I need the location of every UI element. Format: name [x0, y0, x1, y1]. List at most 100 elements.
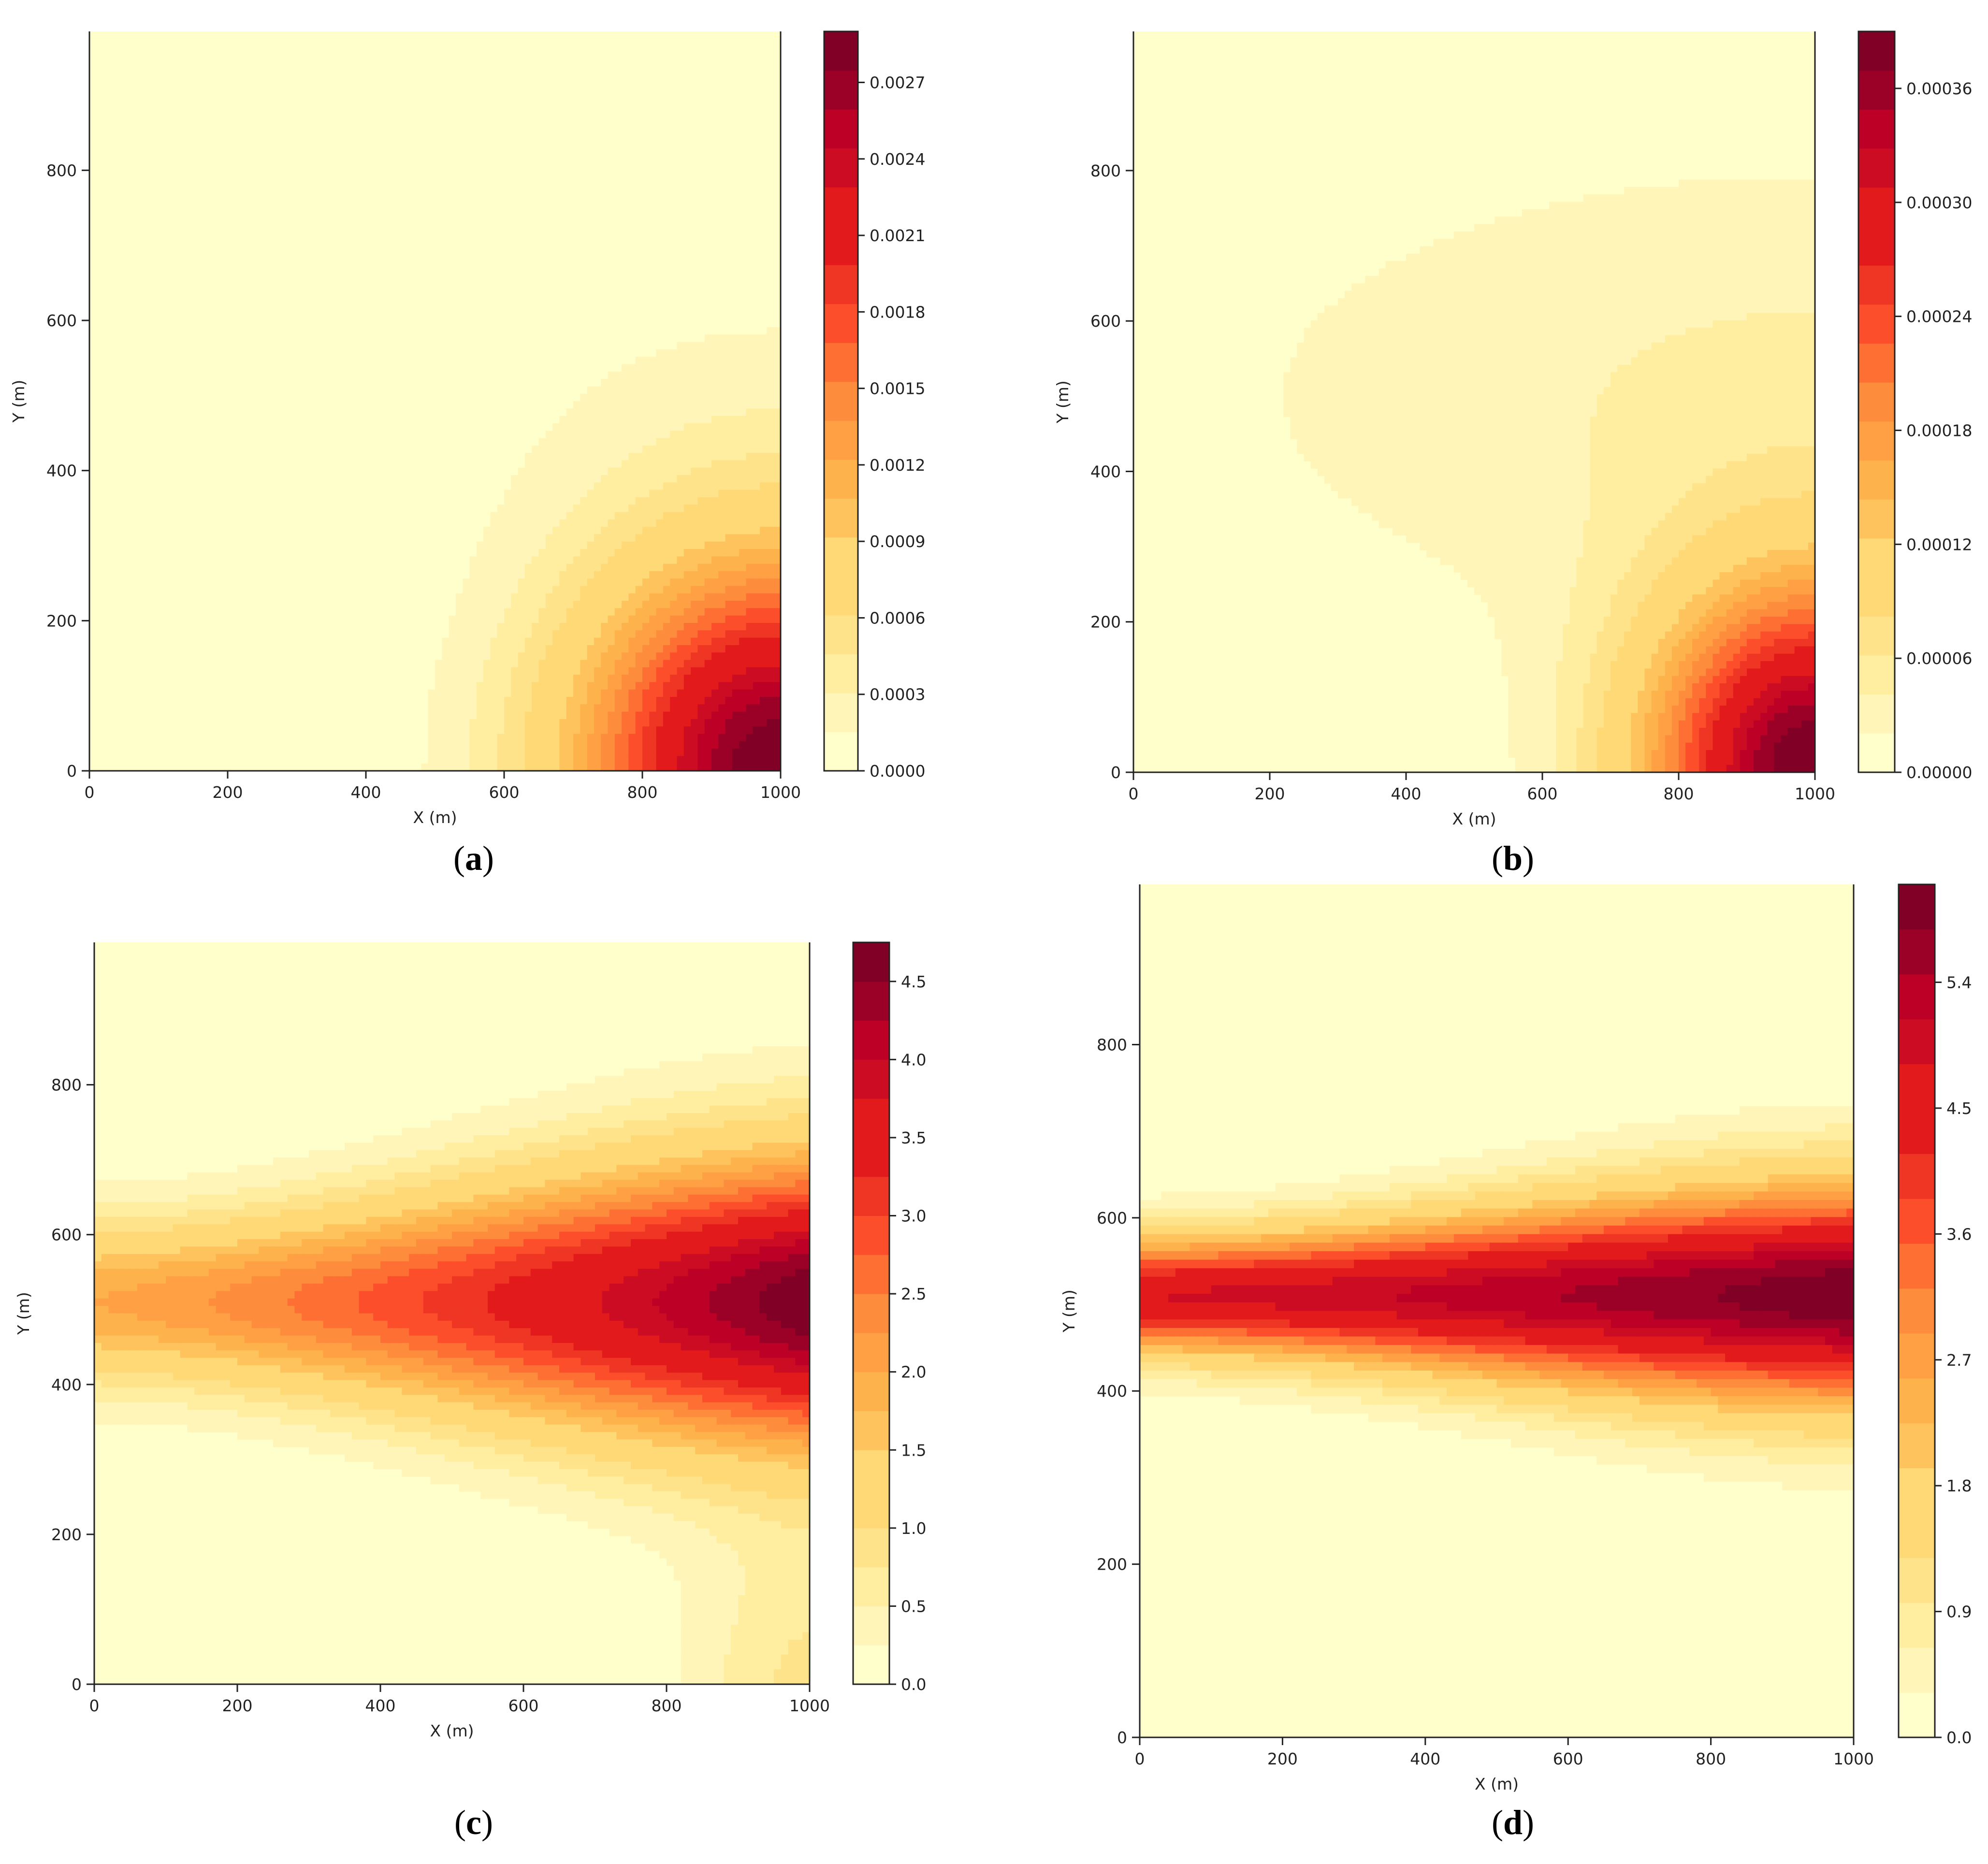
heatmap-cell: [725, 505, 733, 513]
heatmap-cell: [649, 453, 657, 461]
heatmap-cell: [732, 334, 740, 343]
heatmap-cell: [628, 556, 636, 564]
heatmap-cell: [1345, 424, 1352, 432]
heatmap-cell: [566, 667, 574, 675]
heatmap-cell: [1413, 409, 1420, 417]
heatmap-cell: [1542, 231, 1550, 239]
heatmap-cell: [1365, 417, 1373, 425]
heatmap-cell: [1624, 335, 1631, 343]
heatmap-cell: [622, 453, 629, 461]
heatmap-cell: [1719, 417, 1727, 425]
heatmap-cell: [1501, 446, 1509, 454]
heatmap-cell: [594, 645, 601, 653]
heatmap-cell: [1563, 298, 1570, 306]
heatmap-cell: [1569, 239, 1577, 247]
heatmap-cell: [628, 726, 636, 735]
heatmap-cell: [670, 349, 678, 357]
heatmap-cell: [483, 667, 491, 675]
heatmap-cell: [1317, 364, 1325, 373]
heatmap-cell: [718, 519, 726, 527]
heatmap-cell: [580, 763, 588, 771]
heatmap-cell: [635, 512, 643, 520]
heatmap-cell: [490, 697, 498, 705]
heatmap-cell: [1331, 372, 1338, 380]
heatmap-cell: [697, 519, 705, 527]
heatmap-cell: [1706, 431, 1713, 439]
heatmap-cell: [1297, 431, 1305, 439]
heatmap-cell: [1808, 320, 1815, 328]
heatmap-cell: [497, 593, 505, 601]
heatmap-cell: [746, 556, 754, 564]
heatmap-cell: [773, 682, 781, 690]
heatmap-cell: [490, 578, 498, 587]
heatmap-cell: [1794, 394, 1802, 403]
heatmap-cell: [587, 534, 595, 542]
heatmap-cell: [1426, 372, 1434, 380]
heatmap-cell: [1542, 305, 1550, 314]
heatmap-cell: [524, 497, 532, 505]
heatmap-cell: [677, 645, 684, 653]
heatmap-cell: [1460, 402, 1468, 410]
heatmap-cell: [1331, 402, 1338, 410]
heatmap-cell: [497, 571, 505, 579]
heatmap-cell: [1794, 179, 1802, 188]
heatmap-cell: [1624, 424, 1631, 432]
heatmap-cell: [1638, 328, 1645, 336]
heatmap-cell: [1433, 239, 1441, 247]
heatmap-cell: [691, 697, 698, 705]
heatmap-cell: [511, 593, 519, 601]
heatmap-cell: [1638, 342, 1645, 350]
heatmap-cell: [497, 564, 505, 572]
heatmap-cell: [1399, 320, 1407, 328]
heatmap-cell: [614, 734, 622, 742]
heatmap-cell: [1733, 290, 1741, 299]
heatmap-cell: [656, 357, 664, 365]
heatmap-cell: [1392, 290, 1400, 299]
heatmap-cell: [1760, 290, 1768, 299]
heatmap-cell: [1808, 357, 1815, 365]
heatmap-cell: [1658, 231, 1666, 239]
heatmap-cell: [683, 749, 691, 756]
heatmap-cell: [1590, 394, 1597, 403]
heatmap-cell: [1801, 187, 1809, 195]
heatmap-cell: [566, 660, 574, 668]
heatmap-cell: [704, 756, 712, 764]
heatmap-cell: [1787, 283, 1795, 291]
heatmap-cell: [545, 519, 553, 527]
heatmap-cell: [511, 578, 519, 587]
heatmap-cell: [1774, 439, 1782, 447]
heatmap-cell: [739, 741, 747, 749]
heatmap-cell: [594, 497, 601, 505]
heatmap-cell: [469, 645, 477, 653]
heatmap-cell: [1611, 409, 1618, 417]
heatmap-cell: [1331, 439, 1338, 447]
heatmap-cell: [532, 556, 539, 564]
heatmap-cell: [1644, 298, 1652, 306]
heatmap-cell: [677, 519, 684, 527]
heatmap-cell: [1535, 275, 1543, 284]
heatmap-cell: [1671, 342, 1679, 350]
heatmap-cell: [587, 660, 595, 668]
heatmap-cell: [1508, 446, 1516, 454]
heatmap-cell: [1460, 239, 1468, 247]
heatmap-cell: [1774, 402, 1782, 410]
heatmap-cell: [1467, 439, 1475, 447]
heatmap-cell: [1692, 224, 1699, 232]
heatmap-cell: [642, 393, 650, 402]
heatmap-cell: [767, 393, 774, 402]
heatmap-cell: [1453, 364, 1461, 373]
heatmap-cell: [545, 711, 553, 720]
heatmap-cell: [1406, 424, 1413, 432]
heatmap-cell: [1747, 394, 1754, 403]
heatmap-cell: [1515, 320, 1523, 328]
heatmap-cell: [753, 416, 760, 424]
heatmap-cell: [1611, 350, 1618, 358]
heatmap-cell: [1671, 261, 1679, 269]
heatmap-cell: [1338, 350, 1345, 358]
heatmap-cell: [587, 549, 595, 557]
heatmap-cell: [1522, 350, 1529, 358]
heatmap-cell: [1515, 439, 1523, 447]
heatmap-cell: [566, 711, 574, 720]
heatmap-cell: [683, 371, 691, 379]
heatmap-cell: [552, 512, 560, 520]
